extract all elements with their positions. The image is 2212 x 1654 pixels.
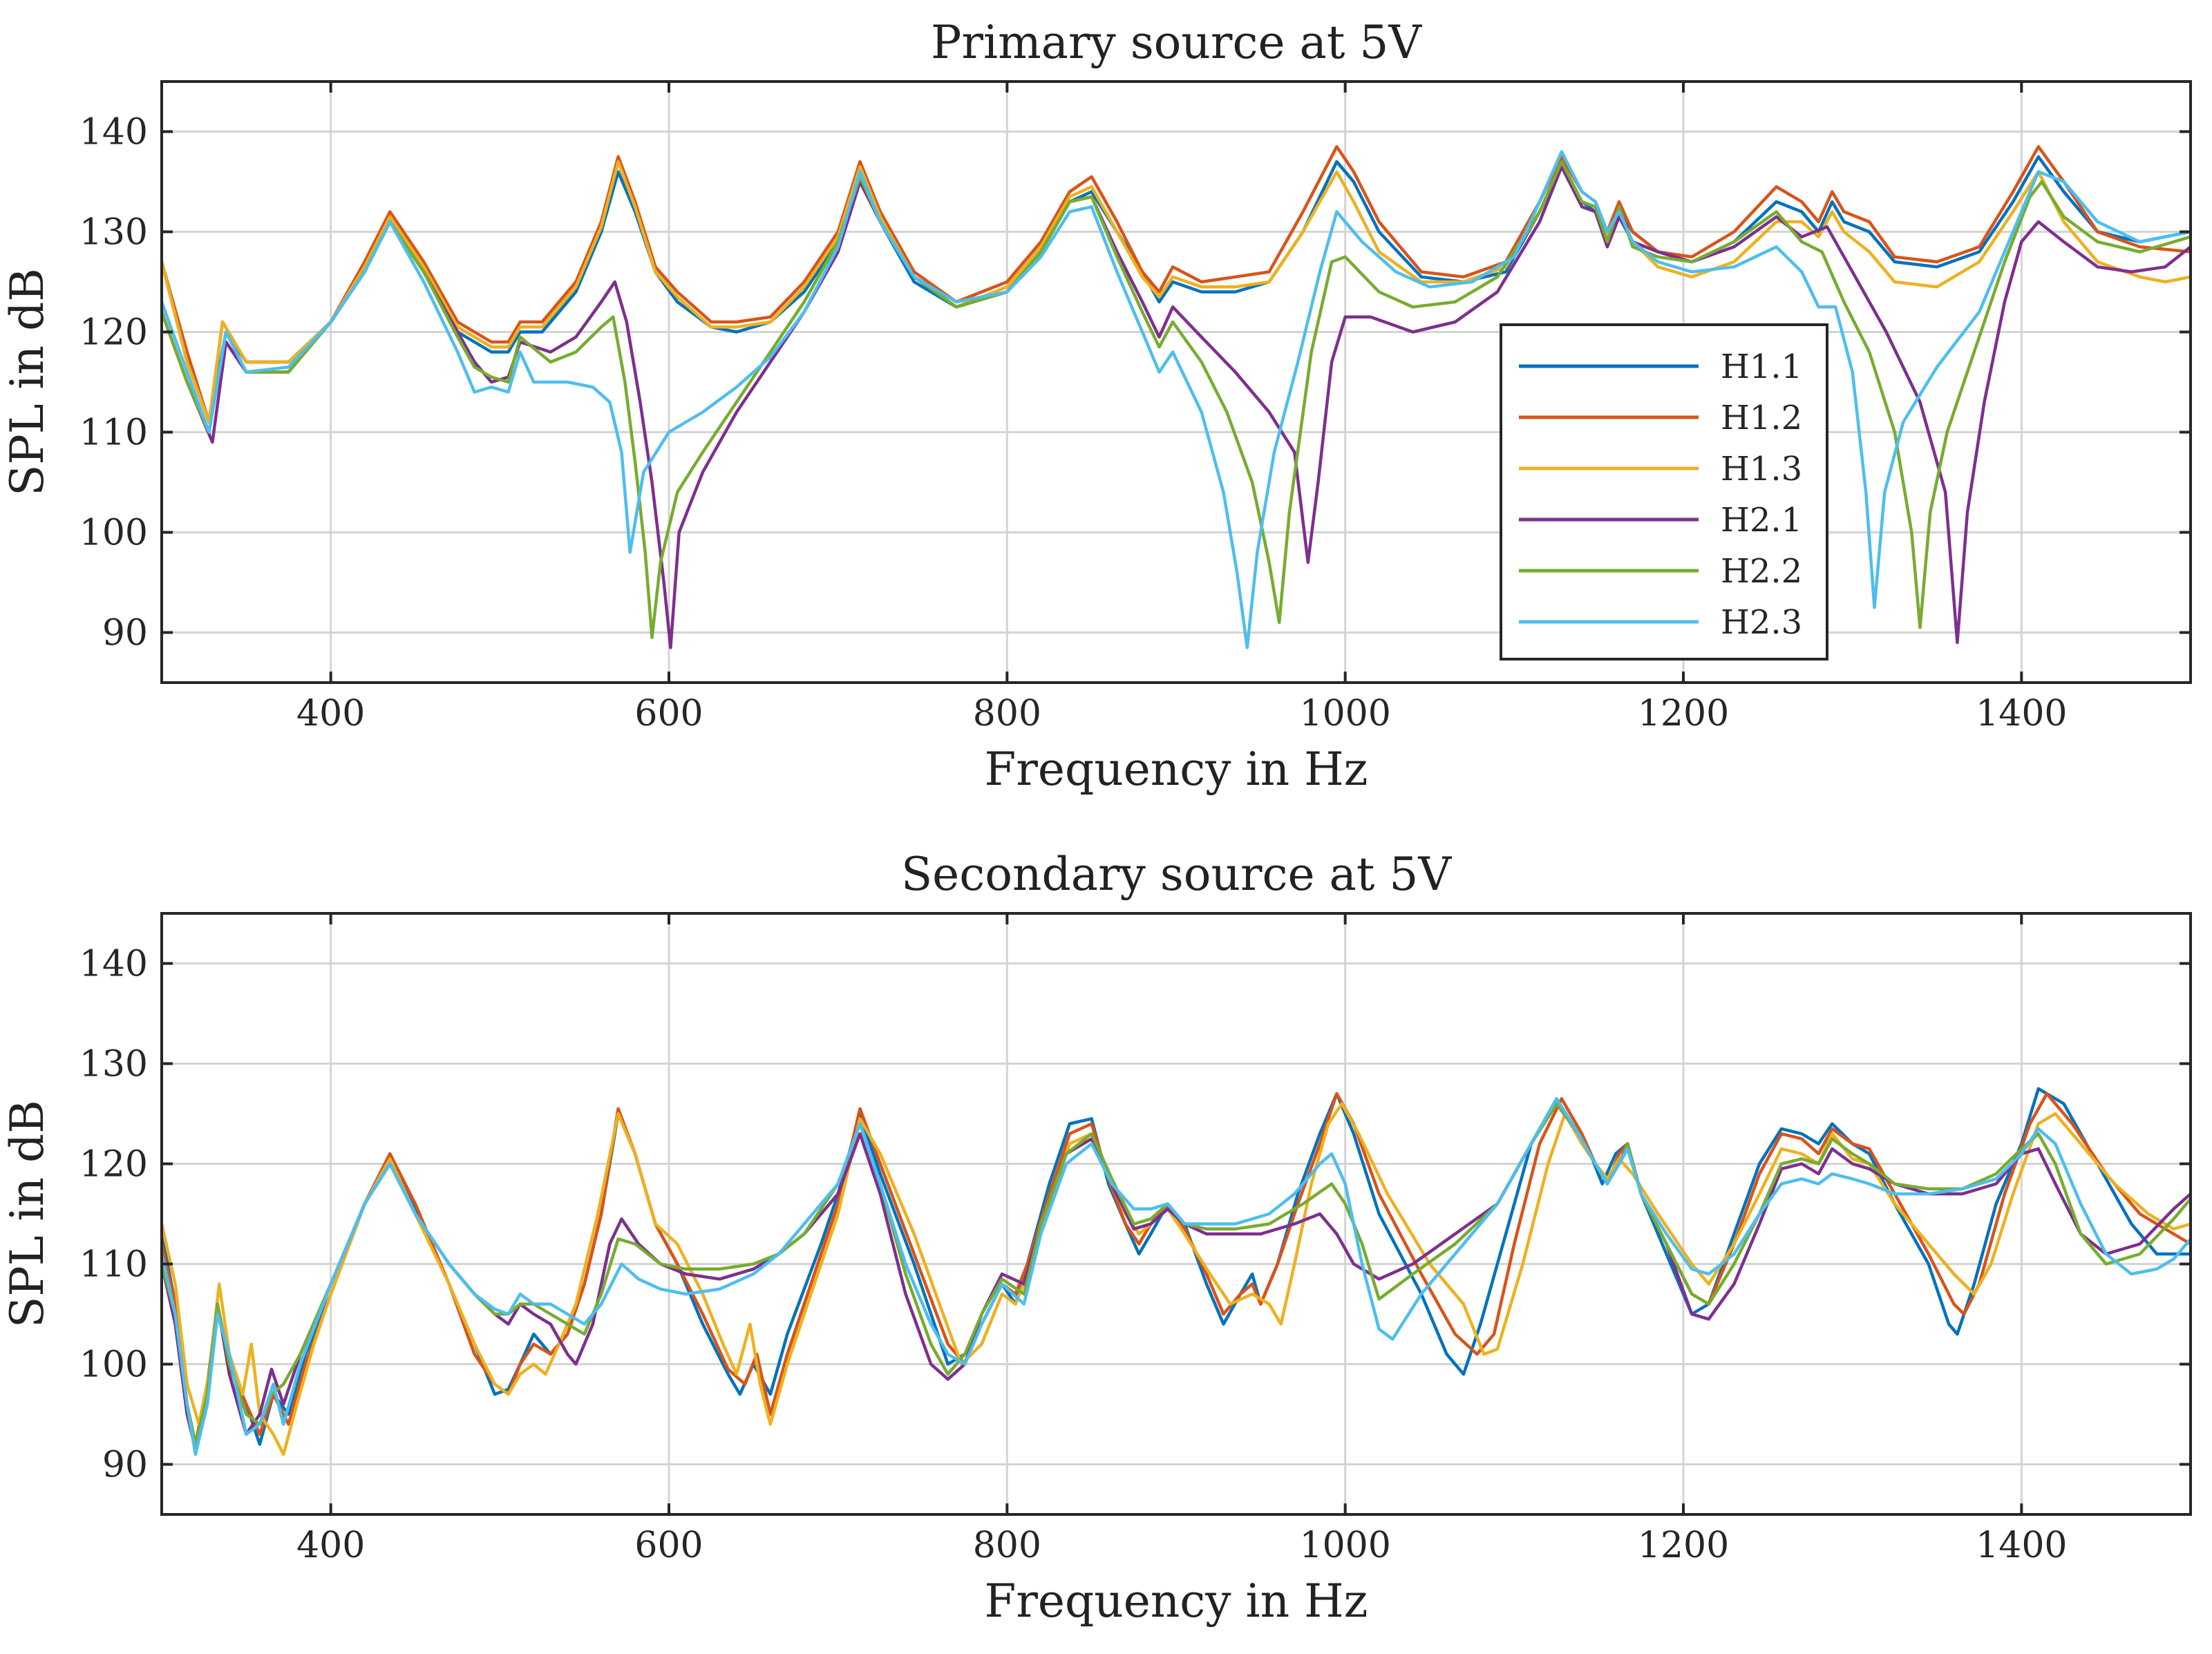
y-tick-label: 120 — [79, 312, 148, 354]
x-tick-label: 400 — [296, 1525, 365, 1566]
y-tick-label: 100 — [79, 1344, 148, 1386]
legend-box — [1500, 323, 1828, 660]
x-tick-label: 1200 — [1638, 693, 1729, 734]
legend-label: H1.2 — [1721, 399, 1802, 437]
x-tick-label: 600 — [634, 693, 703, 734]
axes-frame — [160, 80, 2192, 684]
x-tick-label: 400 — [296, 693, 365, 734]
x-tick-label: 1000 — [1299, 693, 1390, 734]
x-tick-label: 1400 — [1976, 693, 2067, 734]
y-tick-label: 140 — [79, 944, 148, 985]
series-line-H2-3 — [162, 150, 2191, 649]
y-tick-label: 140 — [79, 112, 148, 153]
primary-source-plot: 400 600 800 1000 1200 1400 90 100 110 120 130 140 Pr… — [1, 16, 2192, 796]
series-line-H1-1 — [162, 1087, 2191, 1446]
grid — [162, 82, 2191, 683]
series-line-H1-2 — [162, 1092, 2191, 1446]
legend-label: H1.3 — [1721, 450, 1802, 488]
series-line-H2-2 — [162, 160, 2191, 640]
y-tick-label: 130 — [79, 1044, 148, 1085]
x-tick-label: 1000 — [1299, 1525, 1390, 1566]
chart-title: Primary source at 5V — [931, 16, 1422, 69]
y-tick-label: 130 — [79, 212, 148, 254]
series-line-H2-2 — [162, 1102, 2191, 1446]
x-tick-label: 1200 — [1638, 1525, 1729, 1566]
series-line-H2-3 — [162, 1097, 2191, 1456]
y-axis-label: SPL in dB — [1, 268, 54, 496]
legend-label: H2.2 — [1721, 552, 1802, 591]
series-line-H1-2 — [162, 145, 2191, 424]
y-tick-label: 120 — [79, 1144, 148, 1186]
y-tick-label: 110 — [79, 1244, 148, 1286]
y-tick-label: 110 — [79, 412, 148, 454]
x-axis-label: Frequency in Hz — [985, 743, 1368, 796]
secondary-source-plot: 400 600 800 1000 1200 1400 90 100 110 120 130 140 Se… — [1, 848, 2192, 1628]
series-line-H1-3 — [162, 1102, 2191, 1456]
x-tick-label: 800 — [973, 1525, 1041, 1566]
y-tick-label: 100 — [79, 513, 148, 554]
series-line-H1-1 — [162, 155, 2191, 424]
axes-frame — [160, 912, 2192, 1516]
legend-label: H2.1 — [1721, 501, 1802, 540]
chart-title: Secondary source at 5V — [901, 848, 1452, 901]
x-axis-label: Frequency in Hz — [985, 1575, 1368, 1628]
x-tick-label: 800 — [973, 693, 1041, 734]
legend-label: H1.1 — [1721, 348, 1802, 386]
y-tick-label: 90 — [102, 1445, 148, 1486]
series-line-H1-3 — [162, 160, 2191, 424]
series-line-H2-1 — [162, 1102, 2191, 1452]
y-tick-label: 90 — [102, 613, 148, 654]
series-group — [162, 145, 2191, 649]
legend-label: H2.3 — [1721, 603, 1802, 642]
x-tick-label: 600 — [634, 1525, 703, 1566]
series-group — [162, 1087, 2191, 1456]
y-axis-label: SPL in dB — [1, 1100, 54, 1328]
x-tick-label: 1400 — [1976, 1525, 2067, 1566]
legend: H1.1 H1.2 H1.3 H2.1 H2.2 H2.3 — [1500, 323, 1828, 660]
